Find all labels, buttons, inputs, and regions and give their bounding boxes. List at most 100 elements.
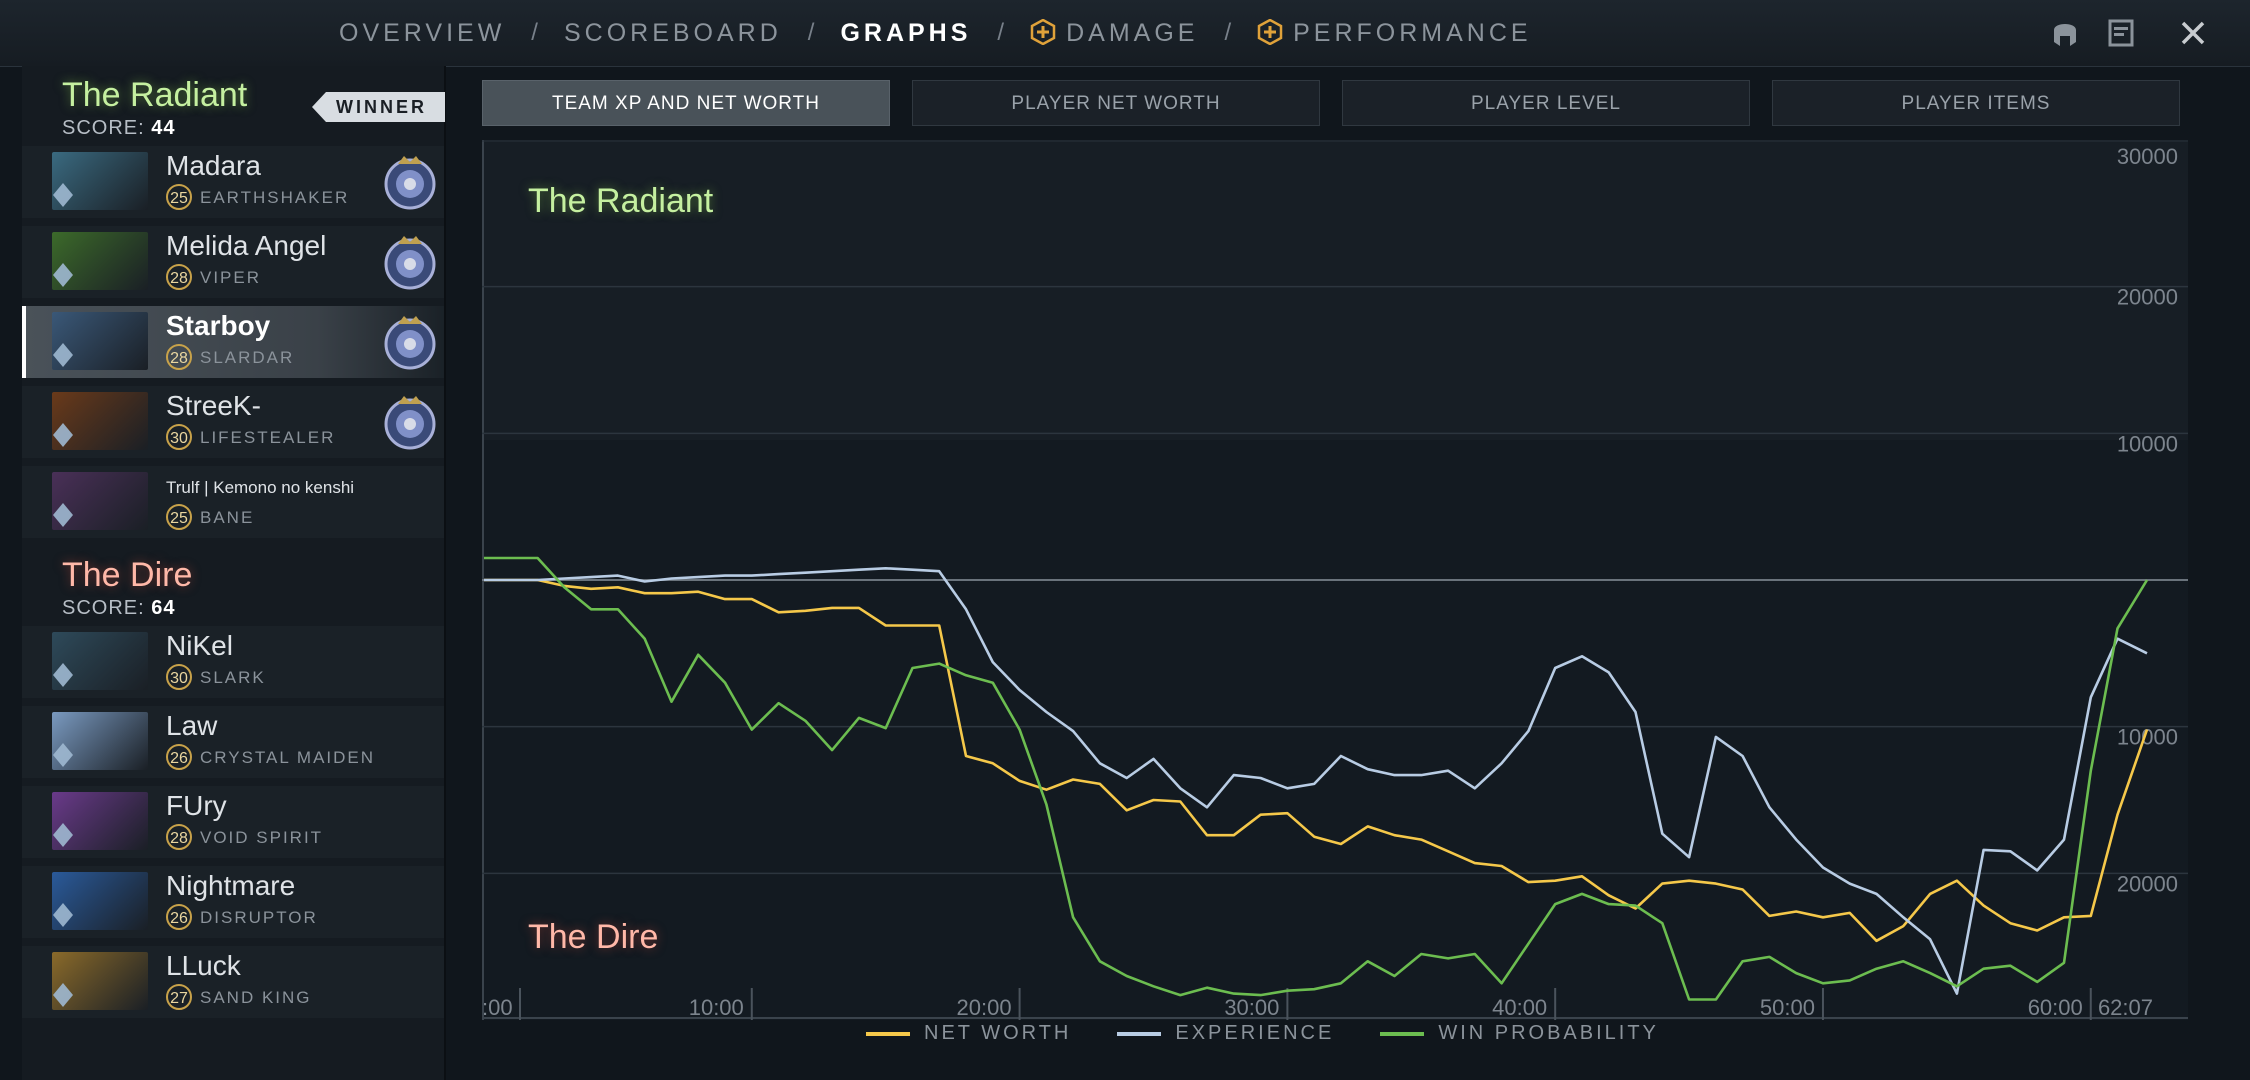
player-row[interactable]: LLuck 27 SAND KING <box>22 946 444 1018</box>
winner-badge: WINNER <box>312 92 445 122</box>
nav-separator: / <box>807 19 815 46</box>
notes-icon[interactable] <box>2104 16 2138 50</box>
player-row[interactable]: Madara 25 EARTHSHAKER <box>22 146 444 218</box>
rank-diamond-icon <box>53 903 73 927</box>
tab-player-items[interactable]: PLAYER ITEMS <box>1772 80 2180 126</box>
close-icon[interactable] <box>2176 16 2210 50</box>
player-level: 27 <box>166 984 192 1010</box>
sidebar-divider <box>444 66 446 1080</box>
nav-label: PERFORMANCE <box>1293 18 1532 47</box>
player-name: StreeK- <box>166 390 261 421</box>
player-level: 26 <box>166 904 192 930</box>
dota-plus-icon <box>1257 18 1283 45</box>
graph-radiant-label: The Radiant <box>528 182 714 220</box>
player-name: Trulf | Kemono no kenshi <box>166 478 355 497</box>
x-tick-label: :00 <box>482 995 513 1020</box>
player-row[interactable]: Nightmare 26 DISRUPTOR <box>22 866 444 938</box>
team-graph: 300002000010000100002000030000:0010:0020… <box>482 140 2188 1020</box>
rank-diamond-icon <box>53 983 73 1007</box>
player-name: Nightmare <box>166 870 296 901</box>
graph-legend: NET WORTH EXPERIENCE WIN PROBABILITY <box>866 1022 1659 1045</box>
player-level: 28 <box>166 264 192 290</box>
nav-graphs[interactable]: GRAPHS <box>840 19 971 48</box>
player-level: 30 <box>166 424 192 450</box>
tab-player-net-worth[interactable]: PLAYER NET WORTH <box>912 80 1320 126</box>
series-line-experience <box>484 566 2148 995</box>
player-level: 25 <box>166 184 192 210</box>
player-level: 28 <box>166 824 192 850</box>
player-level: 26 <box>166 744 192 770</box>
legend-label: NET WORTH <box>924 1022 1072 1044</box>
x-tick-label: 30:00 <box>1224 995 1279 1020</box>
player-row[interactable]: StreeK- 30 LIFESTEALER <box>22 386 444 458</box>
series-line-win-probability <box>484 556 2149 1001</box>
player-name: FUry <box>166 790 227 821</box>
legend-swatch <box>1380 1031 1425 1036</box>
hero-name: SAND KING <box>200 988 312 1007</box>
hero-name: SLARDAR <box>200 348 295 367</box>
player-name: Madara <box>166 150 261 181</box>
player-row[interactable]: Starboy 28 SLARDAR <box>22 306 444 378</box>
rank-diamond-icon <box>53 663 73 687</box>
hero-name: VOID SPIRIT <box>200 828 324 847</box>
rank-diamond-icon <box>53 183 73 207</box>
y-tick-label: 30000 <box>2117 144 2178 169</box>
y-tick-label: 10000 <box>2117 725 2178 750</box>
y-tick-label: 20000 <box>2117 871 2178 896</box>
y-tick-label: 10000 <box>2117 431 2178 456</box>
rank-diamond-icon <box>53 743 73 767</box>
helmet-icon[interactable] <box>2048 16 2082 50</box>
radiant-header: The Radiant SCORE: 44 WINNER <box>62 76 445 140</box>
rank-medal-icon <box>378 230 442 294</box>
nav-overview[interactable]: OVERVIEW <box>339 19 505 48</box>
rank-diamond-icon <box>53 343 73 367</box>
rank-diamond-icon <box>53 263 73 287</box>
y-tick-label: 20000 <box>2117 285 2178 310</box>
legend-label: WIN PROBABILITY <box>1438 1022 1659 1044</box>
dire-score: SCORE: 64 <box>62 597 176 619</box>
player-name: NiKel <box>166 630 233 661</box>
nav-label: GRAPHS <box>840 18 972 47</box>
hero-name: LIFESTEALER <box>200 428 336 447</box>
legend-swatch <box>1117 1031 1162 1036</box>
top-icons <box>2048 16 2210 50</box>
player-name: Starboy <box>166 310 271 341</box>
nav-separator: / <box>997 19 1005 46</box>
rank-medal-icon <box>378 310 442 374</box>
hero-name: BANE <box>200 508 255 527</box>
hero-name: SLARK <box>200 668 266 687</box>
player-level: 28 <box>166 344 192 370</box>
legend-item: WIN PROBABILITY <box>1380 1022 1659 1045</box>
graph-dire-label: The Dire <box>528 918 659 956</box>
nav-label: DAMAGE <box>1066 18 1199 47</box>
nav-menu: OVERVIEW / SCOREBOARD / GRAPHS / DAMAGE / PERFOR… <box>339 0 1532 66</box>
player-row[interactable]: Melida Angel 28 VIPER <box>22 226 444 298</box>
tab-player-level[interactable]: PLAYER LEVEL <box>1342 80 1750 126</box>
player-row[interactable]: FUry 28 VOID SPIRIT <box>22 786 444 858</box>
player-level: 25 <box>166 504 192 530</box>
tab-team-xp-and-net-worth[interactable]: TEAM XP AND NET WORTH <box>482 80 890 126</box>
player-name: Melida Angel <box>166 230 327 261</box>
player-row[interactable]: Trulf | Kemono no kenshi 25 BANE <box>22 466 444 538</box>
legend-item: NET WORTH <box>866 1022 1071 1045</box>
hero-name: CRYSTAL MAIDEN <box>200 748 376 767</box>
radiant-score: SCORE: 44 <box>62 117 176 139</box>
nav-label: OVERVIEW <box>339 18 506 47</box>
x-tick-label: 62:07 <box>2098 995 2153 1020</box>
hero-name: DISRUPTOR <box>200 908 318 927</box>
hero-name: VIPER <box>200 268 262 287</box>
player-row[interactable]: NiKel 30 SLARK <box>22 626 444 698</box>
legend-swatch <box>866 1031 910 1036</box>
player-level: 30 <box>166 664 192 690</box>
legend-label: EXPERIENCE <box>1175 1022 1335 1044</box>
nav-scoreboard[interactable]: SCOREBOARD <box>564 19 782 48</box>
nav-performance[interactable]: PERFORMANCE <box>1257 18 1532 48</box>
rank-medal-icon <box>378 390 442 454</box>
rank-diamond-icon <box>53 823 73 847</box>
nav-label: SCOREBOARD <box>563 18 782 47</box>
nav-separator: / <box>1224 19 1232 46</box>
dire-team-name: The Dire <box>62 556 193 594</box>
player-row[interactable]: Law 26 CRYSTAL MAIDEN <box>22 706 444 778</box>
hero-name: EARTHSHAKER <box>200 188 350 207</box>
nav-damage[interactable]: DAMAGE <box>1030 18 1199 48</box>
